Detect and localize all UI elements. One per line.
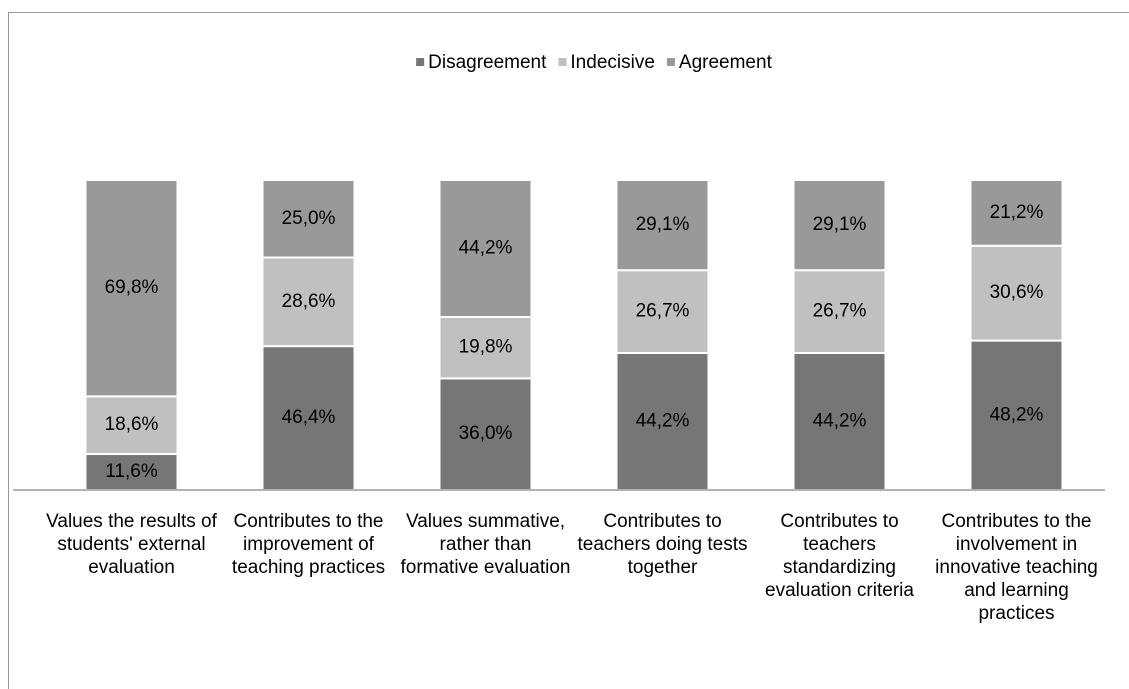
legend-label: Disagreement — [428, 52, 547, 73]
legend-swatch — [416, 58, 425, 66]
x-tick-label: Contributes to the improvement of teachi… — [231, 511, 386, 578]
bar-segment — [261, 179, 356, 259]
value-label: 25,0% — [282, 208, 336, 229]
x-tick-label: Contributes to teachers standardizing ev… — [765, 511, 914, 601]
bar-segment — [792, 269, 887, 354]
bar-segment — [615, 351, 710, 492]
x-tick-label: Values the results of students' external… — [46, 511, 217, 578]
bar-segment — [84, 395, 179, 456]
value-label: 11,6% — [105, 461, 158, 482]
value-label: 46,4% — [282, 407, 336, 428]
value-label: 36,0% — [459, 423, 513, 444]
bar-segment — [438, 316, 533, 380]
value-label: 30,6% — [990, 282, 1044, 303]
bar-segment — [438, 179, 533, 319]
value-label: 44,2% — [813, 411, 867, 432]
value-label: 44,2% — [636, 411, 690, 432]
legend-label: Indecisive — [570, 52, 655, 73]
bar-segment — [792, 179, 887, 272]
value-label: 69,8% — [105, 277, 159, 298]
x-tick-label: Values summative, rather than formative … — [400, 511, 571, 578]
legend-swatch — [666, 58, 675, 66]
bar-segment — [969, 179, 1064, 247]
x-tick-label: Contributes to the involvement in innova… — [935, 511, 1098, 624]
value-label: 21,2% — [990, 202, 1044, 223]
value-label: 26,7% — [813, 301, 867, 322]
value-label: 29,1% — [813, 214, 867, 235]
value-label: 19,8% — [459, 337, 513, 358]
legend-label: Agreement — [679, 52, 773, 73]
value-label: 44,2% — [459, 238, 513, 259]
value-label: 29,1% — [636, 214, 690, 235]
chart-frame — [8, 12, 1129, 689]
x-tick-label: Contributes to teachers doing tests toge… — [577, 511, 748, 578]
legend-swatch — [558, 58, 567, 66]
bar-segment — [261, 256, 356, 348]
value-label: 26,7% — [636, 301, 690, 322]
value-label: 48,2% — [990, 404, 1044, 425]
value-label: 28,6% — [282, 291, 336, 312]
value-label: 18,6% — [105, 414, 159, 435]
bar-segment — [615, 179, 710, 272]
bar-segment — [84, 179, 179, 398]
bar-segment — [615, 269, 710, 354]
